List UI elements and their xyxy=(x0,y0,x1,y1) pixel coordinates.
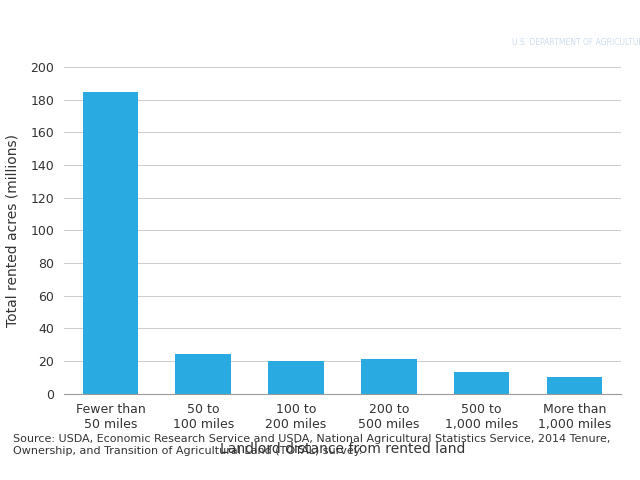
Text: USDA: USDA xyxy=(461,16,509,31)
Bar xyxy=(175,354,231,394)
Text: landlords, 2014: landlords, 2014 xyxy=(13,58,170,76)
Text: Source: USDA, Economic Research Service and USDA, National Agricultural Statisti: Source: USDA, Economic Research Service … xyxy=(13,434,610,456)
Text: U.S. DEPARTMENT OF AGRICULTURE: U.S. DEPARTMENT OF AGRICULTURE xyxy=(512,38,640,47)
Bar xyxy=(268,361,324,394)
Text: Economic Research Service: Economic Research Service xyxy=(512,16,640,26)
Text: Total rented acres owned by nonoperator: Total rented acres owned by nonoperator xyxy=(13,28,432,46)
Bar xyxy=(547,377,602,394)
Bar xyxy=(83,92,138,394)
Bar xyxy=(454,372,509,394)
X-axis label: Landlord distance from rented land: Landlord distance from rented land xyxy=(220,443,465,456)
Bar xyxy=(361,360,417,394)
Y-axis label: Total rented acres (millions): Total rented acres (millions) xyxy=(5,134,19,327)
